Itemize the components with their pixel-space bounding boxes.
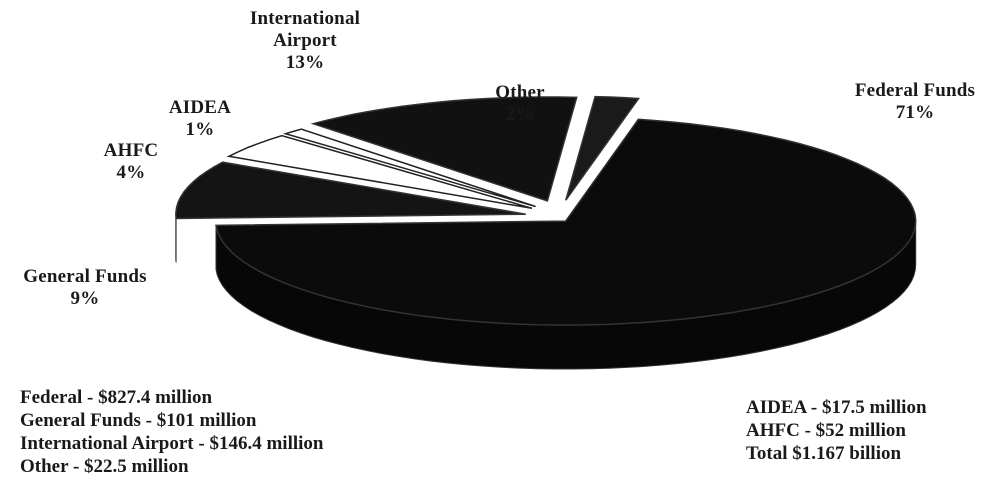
label-other: Other 2% [495, 82, 545, 125]
note-aidea: AIDEA - $17.5 million [746, 397, 927, 418]
pie-slice-ahfc [226, 134, 533, 210]
label-federal-funds: Federal Funds 71% [854, 80, 976, 123]
note-general-funds: General Funds - $101 million [20, 410, 257, 431]
note-ahfc: AHFC - $52 million [746, 420, 906, 441]
pie-slice-aidea [282, 128, 536, 208]
pie-tops [175, 95, 917, 326]
pie-slice-other [565, 95, 640, 201]
label-aidea: AIDEA 1% [168, 97, 232, 140]
label-international-airport: International Airport 13% [249, 8, 361, 73]
note-total: Total $1.167 billion [746, 443, 902, 464]
note-federal: Federal - $827.4 million [20, 387, 213, 408]
pie-slice-federal-funds [215, 118, 917, 326]
note-international-airport: International Airport - $146.4 million [20, 433, 324, 454]
label-general-funds: General Funds 9% [23, 266, 147, 309]
notes-right: AIDEA - $17.5 million AHFC - $52 million… [746, 396, 927, 465]
pie-slice-general-funds [175, 161, 526, 220]
label-ahfc: AHFC 4% [103, 140, 159, 183]
note-other: Other - $22.5 million [20, 456, 189, 477]
notes-left: Federal - $827.4 million General Funds -… [20, 386, 323, 478]
pie-slice-international-airport [310, 96, 578, 202]
